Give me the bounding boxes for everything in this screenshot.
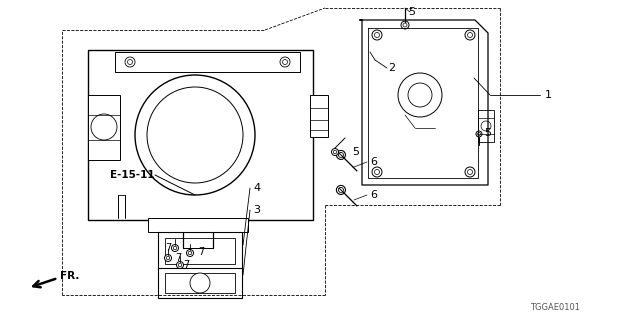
- Text: 5: 5: [484, 128, 491, 138]
- Circle shape: [172, 244, 179, 252]
- Circle shape: [282, 60, 287, 65]
- Circle shape: [467, 33, 472, 37]
- Circle shape: [186, 250, 193, 257]
- Circle shape: [91, 114, 117, 140]
- Circle shape: [401, 21, 409, 29]
- Bar: [115, 52, 300, 72]
- Circle shape: [125, 57, 135, 67]
- Circle shape: [481, 121, 491, 131]
- Bar: [88, 50, 313, 220]
- Text: FR.: FR.: [60, 271, 79, 281]
- Text: 4: 4: [253, 183, 260, 193]
- Bar: [148, 218, 248, 232]
- Circle shape: [476, 131, 482, 137]
- Circle shape: [403, 23, 407, 27]
- Circle shape: [127, 60, 132, 65]
- Bar: [165, 238, 235, 264]
- Bar: [165, 273, 235, 293]
- Circle shape: [188, 251, 192, 255]
- Circle shape: [333, 150, 337, 154]
- Circle shape: [177, 261, 184, 268]
- Circle shape: [339, 152, 344, 157]
- Bar: [310, 95, 328, 137]
- Circle shape: [398, 73, 442, 117]
- Bar: [88, 95, 120, 160]
- Text: 7: 7: [165, 243, 172, 253]
- Circle shape: [280, 57, 290, 67]
- Circle shape: [374, 170, 380, 174]
- Circle shape: [465, 167, 475, 177]
- Bar: [158, 268, 242, 298]
- Text: 7: 7: [183, 260, 189, 270]
- Text: 6: 6: [370, 190, 377, 200]
- Circle shape: [372, 30, 382, 40]
- Circle shape: [465, 30, 475, 40]
- Circle shape: [179, 263, 182, 267]
- Bar: [158, 232, 242, 270]
- Bar: [478, 110, 494, 142]
- Text: TGGAE0101: TGGAE0101: [530, 303, 580, 313]
- Circle shape: [337, 185, 346, 195]
- Text: 3: 3: [253, 205, 260, 215]
- Text: 2: 2: [388, 63, 395, 73]
- Circle shape: [164, 254, 172, 261]
- Circle shape: [467, 170, 472, 174]
- Circle shape: [408, 83, 432, 107]
- Text: 5: 5: [352, 147, 359, 157]
- Text: 7: 7: [175, 253, 181, 263]
- Text: 5: 5: [408, 7, 415, 17]
- Text: E-15-11: E-15-11: [110, 170, 155, 180]
- Circle shape: [173, 246, 177, 250]
- Circle shape: [477, 132, 481, 135]
- Circle shape: [135, 75, 255, 195]
- Circle shape: [147, 87, 243, 183]
- Circle shape: [332, 148, 339, 156]
- Circle shape: [190, 273, 210, 293]
- Text: 1: 1: [545, 90, 552, 100]
- Text: 6: 6: [370, 157, 377, 167]
- Circle shape: [166, 256, 170, 260]
- Circle shape: [339, 188, 344, 192]
- Text: 7: 7: [198, 247, 204, 257]
- Circle shape: [372, 167, 382, 177]
- Circle shape: [374, 33, 380, 37]
- Circle shape: [337, 150, 346, 159]
